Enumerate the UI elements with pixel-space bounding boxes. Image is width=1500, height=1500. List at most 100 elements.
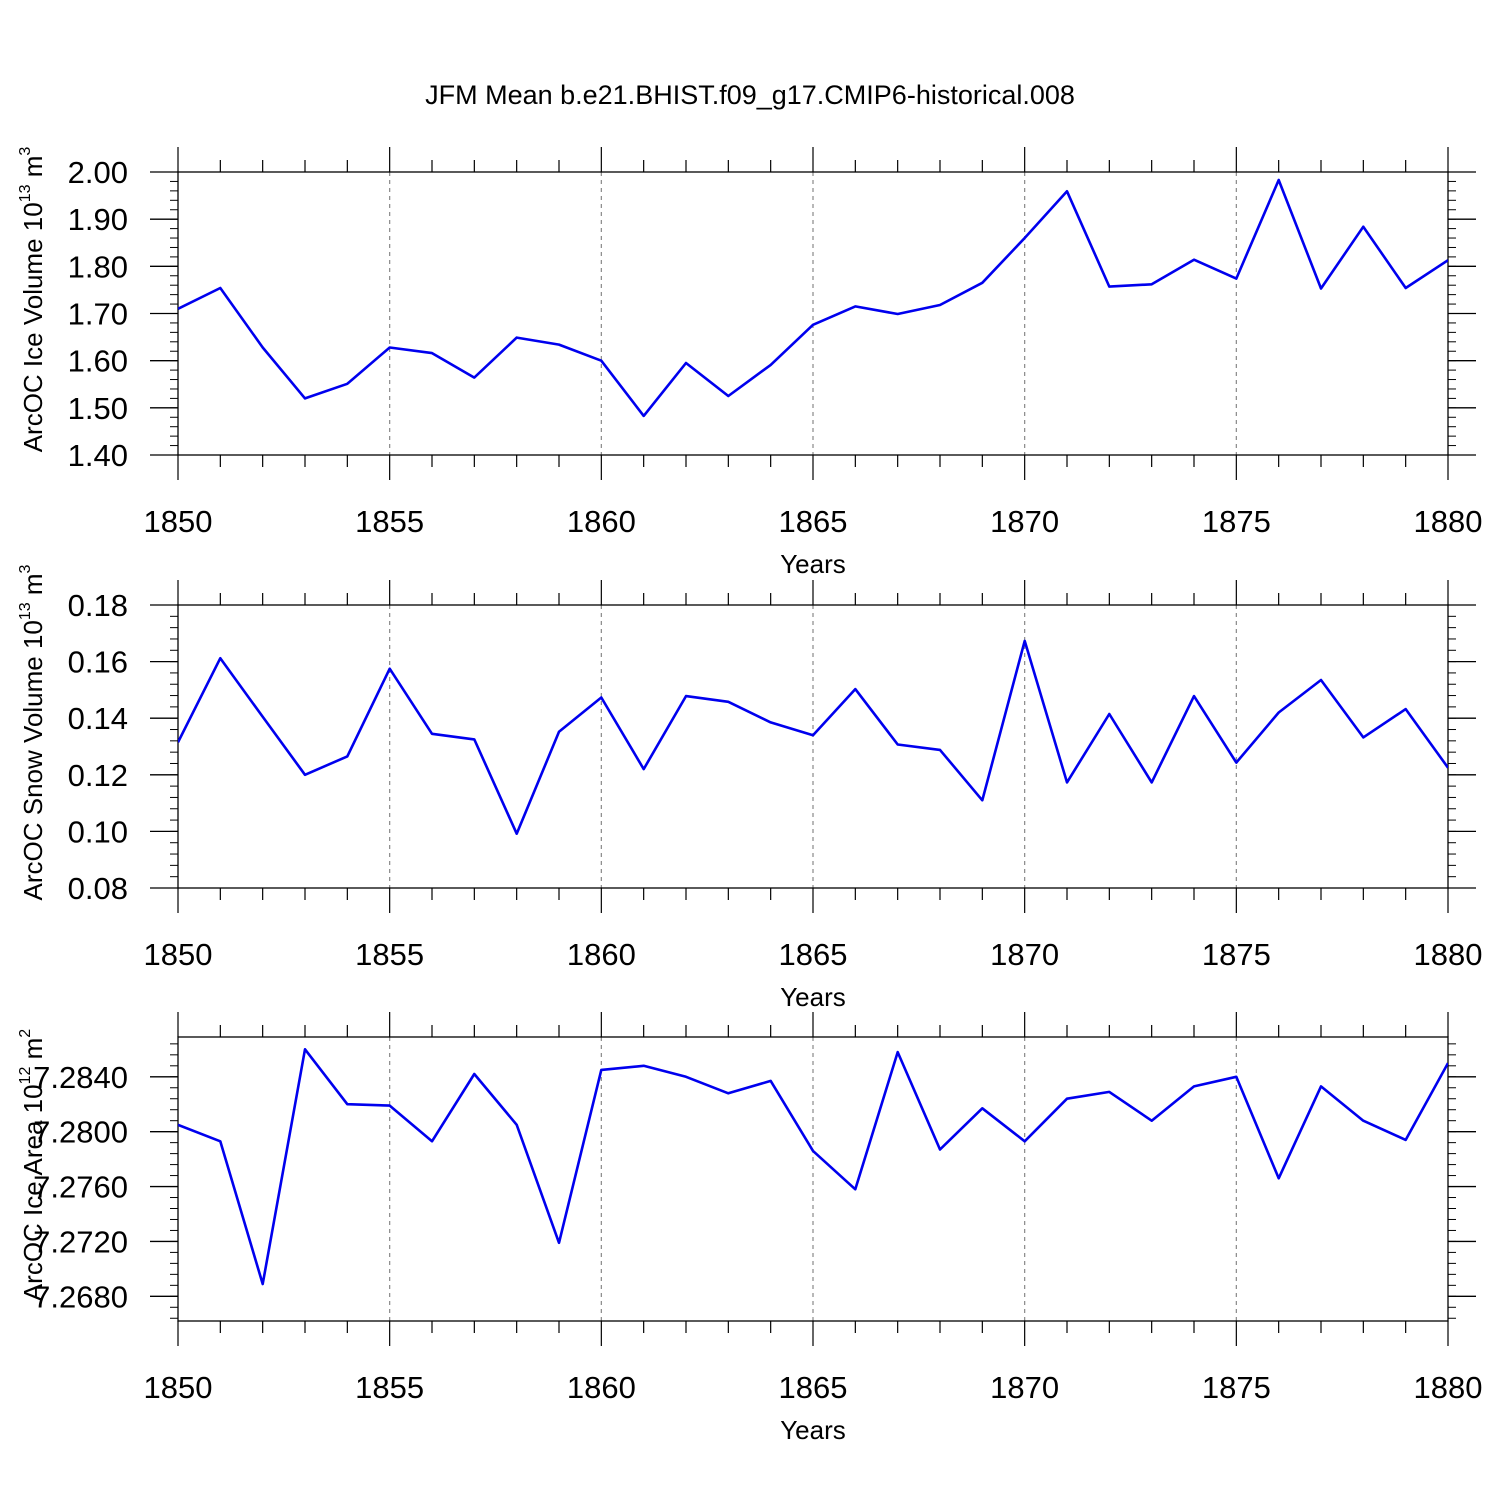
data-point-ice-volume-1850: [176, 307, 180, 311]
data-point-ice-volume-1876: [1277, 178, 1281, 182]
data-point-ice-area-1879: [1404, 1138, 1408, 1142]
data-point-ice-volume-1861: [642, 414, 646, 418]
x-tick-label-1880: 1880: [1414, 504, 1483, 539]
y-axis-label: ArcOC Ice Area 1012 m2: [17, 1029, 48, 1301]
x-tick-label-1860: 1860: [567, 504, 636, 539]
y-tick-label-1.50: 1.50: [68, 391, 128, 426]
x-tick-label-1855: 1855: [355, 1370, 424, 1405]
data-point-ice-area-1850: [176, 1123, 180, 1127]
data-point-snow-volume-1871: [1065, 780, 1069, 784]
data-point-ice-area-1859: [557, 1241, 561, 1245]
data-point-ice-area-1873: [1150, 1119, 1154, 1123]
y-tick-label-1.70: 1.70: [68, 297, 128, 332]
series-line-ice-area: [178, 1048, 1448, 1286]
data-point-ice-area-1855: [388, 1104, 392, 1108]
data-point-snow-volume-1878: [1361, 735, 1365, 739]
x-axis-label: Years: [780, 982, 846, 1012]
x-tick-label-1865: 1865: [779, 1370, 848, 1405]
data-point-snow-volume-1869: [980, 798, 984, 802]
y-tick-label-1.90: 1.90: [68, 202, 128, 237]
data-point-ice-area-1856: [430, 1139, 434, 1143]
x-tick-label-1865: 1865: [779, 504, 848, 539]
x-tick-label-1855: 1855: [355, 937, 424, 972]
data-point-ice-area-1878: [1361, 1119, 1365, 1123]
data-point-snow-volume-1861: [642, 767, 646, 771]
data-point-ice-volume-1857: [472, 376, 476, 380]
data-point-snow-volume-1865: [811, 733, 815, 737]
data-point-snow-volume-1850: [176, 740, 180, 744]
y-axis-label: ArcOC Ice Volume 1013 m3: [17, 147, 48, 453]
data-point-ice-volume-1858: [515, 336, 519, 340]
data-point-snow-volume-1872: [1107, 712, 1111, 716]
data-point-ice-area-1862: [684, 1075, 688, 1079]
data-point-snow-volume-1874: [1192, 694, 1196, 698]
data-point-ice-volume-1855: [388, 345, 392, 349]
y-tick-label-7.2840: 7.2840: [33, 1060, 128, 1095]
data-point-ice-volume-1877: [1319, 287, 1323, 291]
data-point-snow-volume-1858: [515, 832, 519, 836]
y-tick-label-1.60: 1.60: [68, 344, 128, 379]
data-point-ice-volume-1878: [1361, 225, 1365, 229]
data-point-ice-volume-1856: [430, 351, 434, 355]
panels: 1850 1855 1860 1865 1870 1875 1880 Years 1.40 1.5…: [17, 147, 1482, 1445]
data-point-ice-area-1865: [811, 1149, 815, 1153]
x-tick-label-1870: 1870: [990, 937, 1059, 972]
x-axis-label: Years: [780, 1415, 846, 1445]
data-point-ice-area-1875: [1234, 1075, 1238, 1079]
data-point-ice-volume-1866: [853, 304, 857, 308]
data-point-ice-area-1861: [642, 1064, 646, 1068]
x-tick-label-1860: 1860: [567, 1370, 636, 1405]
panel-snow-volume: 1850 1855 1860 1865 1870 1875 1880 Years 0.08 0.1…: [17, 564, 1482, 1012]
data-point-ice-area-1860: [599, 1068, 603, 1072]
data-point-snow-volume-1851: [218, 656, 222, 660]
data-point-snow-volume-1873: [1150, 780, 1154, 784]
data-point-snow-volume-1855: [388, 667, 392, 671]
x-tick-label-1875: 1875: [1202, 504, 1271, 539]
y-tick-label-0.14: 0.14: [68, 701, 128, 736]
data-point-snow-volume-1876: [1277, 711, 1281, 715]
x-tick-label-1875: 1875: [1202, 1370, 1271, 1405]
y-tick-label-7.2800: 7.2800: [33, 1115, 128, 1150]
data-point-snow-volume-1856: [430, 732, 434, 736]
data-point-ice-area-1870: [1023, 1139, 1027, 1143]
data-point-snow-volume-1868: [938, 748, 942, 752]
series-line-ice-volume: [178, 178, 1448, 418]
data-point-ice-area-1851: [218, 1139, 222, 1143]
data-point-ice-volume-1851: [218, 286, 222, 290]
data-point-ice-volume-1879: [1404, 286, 1408, 290]
x-tick-label-1850: 1850: [144, 937, 213, 972]
data-point-ice-area-1858: [515, 1123, 519, 1127]
x-tick-label-1880: 1880: [1414, 1370, 1483, 1405]
x-tick-label-1870: 1870: [990, 504, 1059, 539]
y-tick-label-1.80: 1.80: [68, 249, 128, 284]
data-point-ice-volume-1860: [599, 359, 603, 363]
data-point-snow-volume-1877: [1319, 678, 1323, 682]
data-point-ice-volume-1870: [1023, 236, 1027, 240]
chart-title: JFM Mean b.e21.BHIST.f09_g17.CMIP6-histo…: [425, 80, 1075, 110]
y-tick-label-7.2760: 7.2760: [33, 1170, 128, 1205]
data-point-ice-volume-1854: [345, 382, 349, 386]
data-point-ice-volume-1871: [1065, 189, 1069, 193]
y-tick-label-0.18: 0.18: [68, 588, 128, 623]
data-point-snow-volume-1860: [599, 696, 603, 700]
y-tick-label-0.12: 0.12: [68, 758, 128, 793]
data-point-snow-volume-1880: [1446, 766, 1450, 770]
y-axis-label: ArcOC Snow Volume 1013 m3: [17, 564, 48, 900]
data-point-ice-area-1857: [472, 1072, 476, 1076]
data-point-ice-volume-1863: [726, 394, 730, 398]
panel-ice-volume: 1850 1855 1860 1865 1870 1875 1880 Years 1.40 1.5…: [17, 147, 1482, 579]
data-point-ice-volume-1864: [769, 363, 773, 367]
data-point-ice-volume-1874: [1192, 258, 1196, 262]
y-tick-label-7.2680: 7.2680: [33, 1279, 128, 1314]
x-tick-label-1850: 1850: [144, 504, 213, 539]
data-point-snow-volume-1862: [684, 694, 688, 698]
x-tick-label-1855: 1855: [355, 504, 424, 539]
data-point-ice-volume-1867: [896, 312, 900, 316]
x-tick-label-1860: 1860: [567, 937, 636, 972]
data-point-ice-area-1880: [1446, 1061, 1450, 1065]
data-point-ice-area-1874: [1192, 1084, 1196, 1088]
data-point-ice-volume-1853: [303, 396, 307, 400]
data-point-ice-volume-1859: [557, 343, 561, 347]
data-point-snow-volume-1866: [853, 687, 857, 691]
